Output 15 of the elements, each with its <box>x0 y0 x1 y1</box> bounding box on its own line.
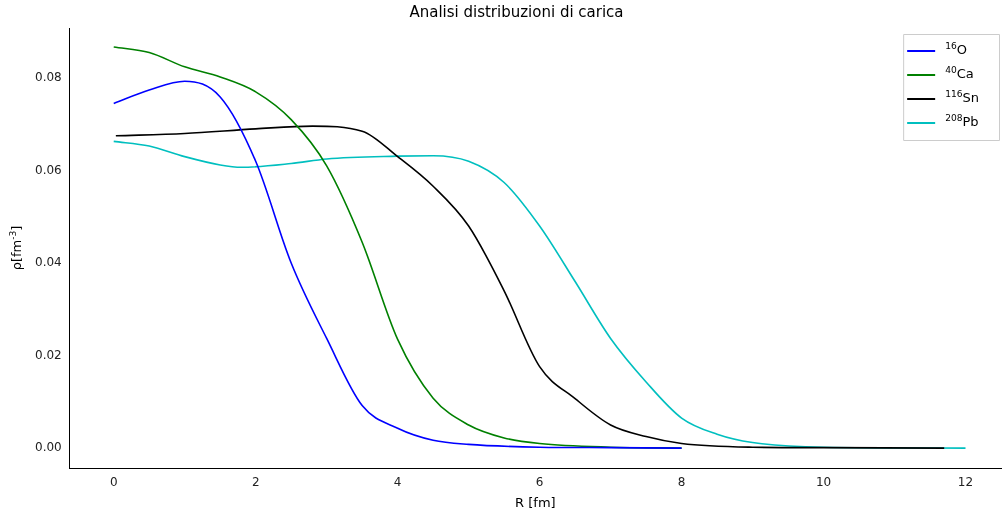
x-tick-label: 6 <box>535 475 544 490</box>
x-tick-label: 12 <box>957 475 974 490</box>
y-tick-label: 0.04 <box>35 255 62 270</box>
x-tick-label: 8 <box>677 475 686 490</box>
x-tick-label: 10 <box>815 475 832 490</box>
y-tick-label: 0.08 <box>35 70 62 85</box>
x-axis-title: R [fm] <box>515 494 556 510</box>
x-tick-label: 0 <box>109 475 118 490</box>
x-tick-label: 2 <box>251 475 260 490</box>
chart-title: Analisi distribuzioni di carica <box>409 2 624 21</box>
y-tick-label: 0.02 <box>35 347 62 362</box>
y-tick-label: 0.06 <box>35 162 62 177</box>
y-axis-title: ρ[fm-3] <box>7 225 25 271</box>
x-tick-label: 4 <box>393 475 402 490</box>
y-tick-label: 0.00 <box>35 440 62 455</box>
